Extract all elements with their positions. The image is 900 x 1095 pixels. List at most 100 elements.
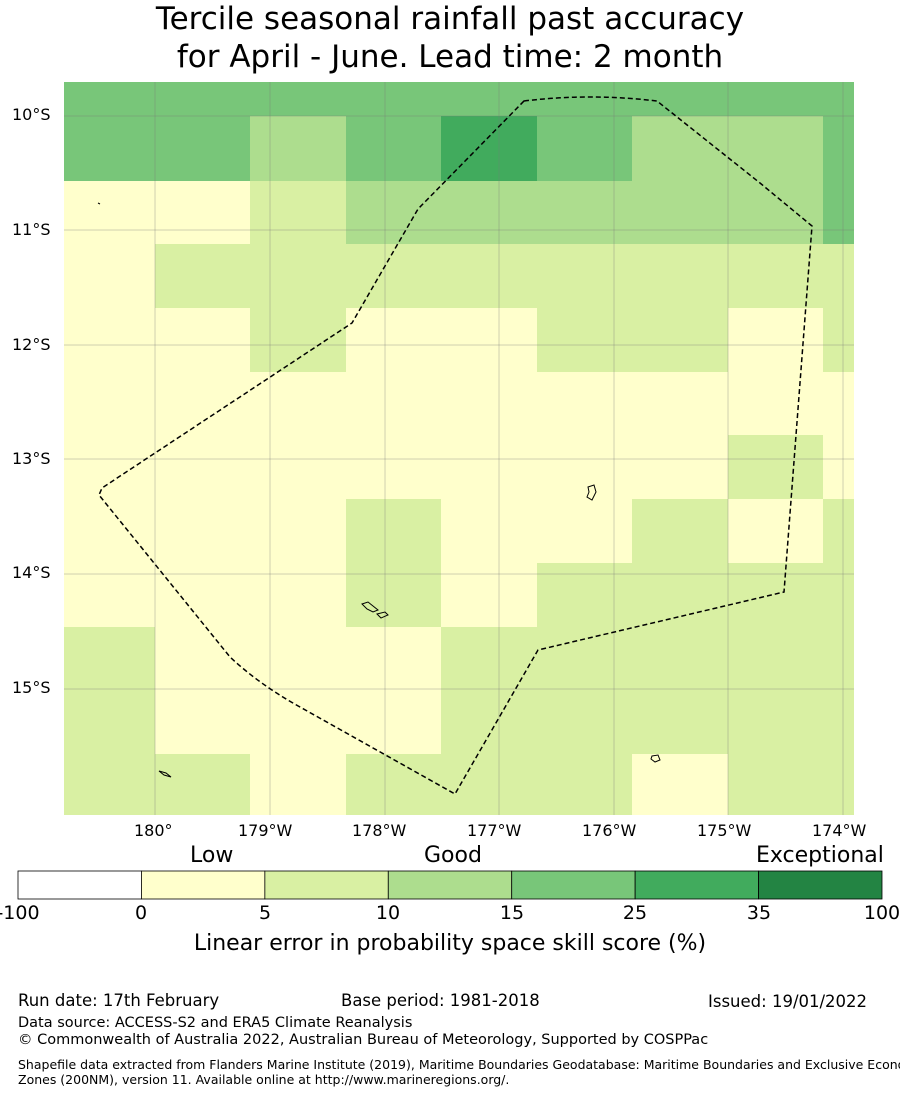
skill-cell — [441, 308, 537, 372]
skill-cell — [823, 690, 854, 754]
skill-cell — [250, 116, 346, 181]
skill-cell — [346, 116, 441, 181]
skill-cell — [155, 181, 250, 244]
island-outlines — [97, 202, 661, 778]
skill-cell — [823, 627, 854, 690]
lon-label-175w: 175°W — [697, 821, 752, 840]
skill-cell — [250, 244, 346, 308]
skill-cell — [632, 116, 728, 181]
lat-label-14s: 14°S — [12, 563, 51, 582]
skill-cell — [537, 372, 632, 435]
lon-label-174w: 174°W — [812, 821, 867, 840]
base-period: Base period: 1981-2018 — [341, 991, 540, 1010]
skill-cell — [64, 116, 155, 181]
island-small-west — [158, 770, 172, 778]
data-source: Data source: ACCESS-S2 and ERA5 Climate … — [18, 1015, 413, 1031]
skill-grid — [64, 82, 854, 815]
skill-cell — [346, 690, 441, 754]
skill-cell — [537, 563, 632, 627]
skill-cell — [64, 627, 155, 690]
skill-cell — [632, 372, 728, 435]
skill-cell — [632, 181, 728, 244]
colorbar-swatch — [17, 870, 142, 900]
lon-label-179w: 179°W — [238, 821, 293, 840]
skill-cell — [155, 116, 250, 181]
skill-cell — [441, 754, 537, 815]
skill-cell — [155, 244, 250, 308]
skill-cell — [441, 690, 537, 754]
skill-cell — [64, 244, 155, 308]
island-swains — [586, 484, 597, 501]
colorbar-swatch — [264, 870, 389, 900]
lon-label-177w: 177°W — [467, 821, 522, 840]
skill-cell — [346, 372, 441, 435]
category-good: Good — [424, 843, 482, 868]
skill-cell — [250, 563, 346, 627]
colorbar-label: Linear error in probability space skill … — [193, 931, 707, 956]
skill-cell — [64, 181, 155, 244]
skill-cell — [632, 499, 728, 563]
skill-cell — [441, 372, 537, 435]
skill-cell — [250, 627, 346, 690]
skill-cell — [823, 372, 854, 435]
skill-cell — [441, 181, 537, 244]
skill-cell — [728, 116, 823, 181]
skill-cell — [823, 308, 854, 372]
skill-cell — [537, 627, 632, 690]
colorbar-tick-0: 0 — [134, 902, 148, 924]
skill-cell — [441, 244, 537, 308]
skill-cell — [155, 499, 250, 563]
skill-cell — [728, 627, 823, 690]
skill-cell — [64, 308, 155, 372]
skill-cell — [823, 754, 854, 815]
copyright: © Commonwealth of Australia 2022, Austra… — [18, 1032, 709, 1048]
skill-cell — [155, 308, 250, 372]
skill-cell — [250, 181, 346, 244]
lon-label-176w: 176°W — [582, 821, 637, 840]
skill-cell — [537, 181, 632, 244]
island-savaii — [361, 601, 379, 613]
colorbar-tick-35: 35 — [746, 902, 772, 924]
title-line-1: Tercile seasonal rainfall past accuracy — [155, 1, 745, 37]
skill-cell — [155, 627, 250, 690]
colorbar-swatch — [511, 870, 636, 900]
colorbar-tick-10: 10 — [375, 902, 401, 924]
skill-cell — [632, 435, 728, 499]
skill-cell — [441, 563, 537, 627]
skill-cell — [632, 563, 728, 627]
shapefile-credit-2: Zones (200NM), version 11. Available onl… — [18, 1072, 510, 1087]
skill-cell — [346, 308, 441, 372]
colorbar-swatch — [634, 870, 759, 900]
skill-cell — [632, 244, 728, 308]
skill-cell — [728, 244, 823, 308]
skill-cell — [441, 499, 537, 563]
skill-cell — [346, 82, 441, 116]
skill-cell — [155, 82, 250, 116]
colorbar-swatch — [387, 870, 513, 900]
lon-label-178w: 178°W — [352, 821, 407, 840]
colorbar-swatch — [141, 870, 266, 900]
skill-cell — [250, 308, 346, 372]
lat-label-13s: 13°S — [12, 449, 51, 468]
skill-cell — [537, 499, 632, 563]
skill-cell — [823, 499, 854, 563]
skill-cell — [632, 690, 728, 754]
colorbar-tick-neg100: -100 — [0, 902, 40, 924]
skill-cell — [537, 244, 632, 308]
skill-cell — [155, 690, 250, 754]
skill-cell — [823, 181, 854, 244]
lat-label-12s: 12°S — [12, 335, 51, 354]
skill-cell — [64, 372, 155, 435]
skill-cell — [728, 499, 823, 563]
skill-cell — [632, 308, 728, 372]
colorbar-tick-25: 25 — [622, 902, 648, 924]
skill-cell — [537, 435, 632, 499]
skill-cell — [155, 372, 250, 435]
run-date: Run date: 17th February — [18, 991, 220, 1010]
skill-cell — [441, 435, 537, 499]
lat-label-15s: 15°S — [12, 678, 51, 697]
island-small-east — [650, 754, 661, 763]
skill-cell — [250, 754, 346, 815]
skill-cell — [346, 435, 441, 499]
skill-cell — [64, 690, 155, 754]
